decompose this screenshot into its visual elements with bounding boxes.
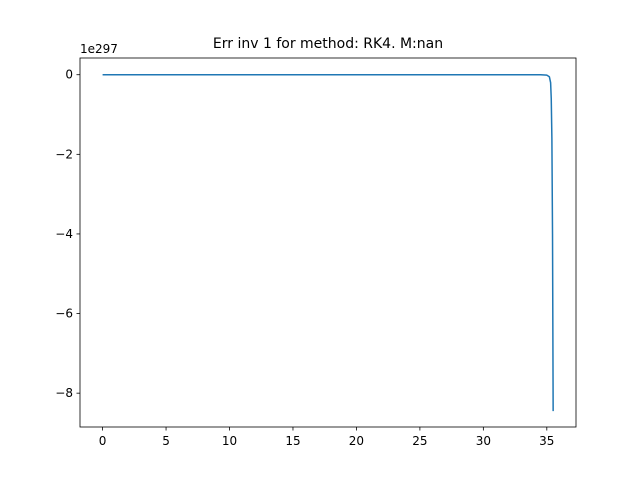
y-tick-label: −4 <box>55 227 73 241</box>
x-tick-label: 10 <box>222 434 237 448</box>
axes-frame <box>79 57 577 428</box>
x-tick-label: 0 <box>99 434 107 448</box>
x-tick-label: 25 <box>412 434 427 448</box>
series-line-0 <box>102 73 554 412</box>
y-tick-label: −6 <box>55 307 73 321</box>
y-tick-label: −2 <box>55 147 73 161</box>
y-axis-offset-label: 1e297 <box>80 42 118 56</box>
x-tick-label: 30 <box>476 434 491 448</box>
y-tick-label: −8 <box>55 386 73 400</box>
x-tick-label: 35 <box>539 434 554 448</box>
y-tick-label: 0 <box>65 68 73 82</box>
plot-area: 0 5 10 15 20 25 30 35 0 −2 −4 −6 −8 <box>55 57 577 448</box>
chart-title: Err inv 1 for method: RK4. M:nan <box>213 36 443 52</box>
x-tick-label: 20 <box>349 434 364 448</box>
x-tick-label: 15 <box>285 434 300 448</box>
x-tick-label: 5 <box>162 434 170 448</box>
